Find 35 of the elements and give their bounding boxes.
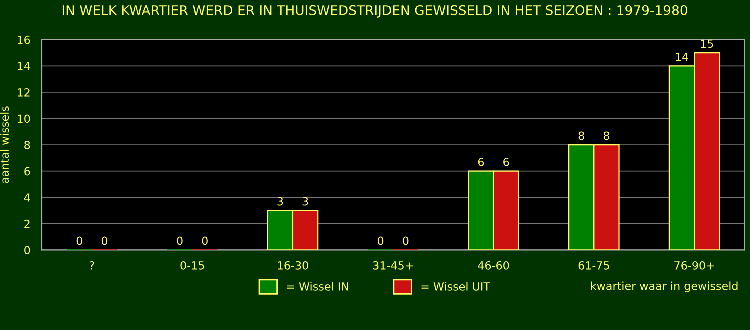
data-label: 6: [504, 158, 510, 166]
y-tick-label: 6: [24, 167, 30, 176]
y-tick-label: 2: [24, 220, 30, 228]
x-tick-label: 46-60: [478, 261, 510, 270]
x-tick-label: 76-90+: [674, 261, 714, 270]
y-tick-label: 8: [24, 141, 30, 150]
data-label: 0: [102, 236, 108, 246]
legend-label: = Wissel IN: [287, 282, 348, 291]
x-tick-label: ?: [90, 261, 94, 270]
y-tick-label: 12: [18, 88, 30, 97]
data-label: 0: [177, 236, 183, 246]
chart-title: IN WELK KWARTIER WERD ER IN THUISWEDSTRIJDEN GEWISSELD IN HET SEIZOEN : 1979-1980: [62, 5, 688, 18]
data-label: 0: [403, 236, 409, 246]
x-axis-title: kwartier waar in gewisseld: [591, 282, 738, 292]
y-tick-label: 4: [24, 194, 30, 202]
y-tick-label: 10: [18, 114, 30, 124]
data-label: 3: [278, 197, 284, 206]
data-label: 14: [676, 53, 688, 62]
y-tick-label: 14: [18, 62, 30, 70]
data-label: 0: [378, 236, 384, 246]
data-label: 15: [701, 40, 714, 48]
y-tick-label: 16: [18, 36, 30, 44]
x-tick-label: 16-30: [278, 261, 308, 270]
legend-label: = Wissel UIT: [422, 282, 491, 291]
y-tick-label: 0: [24, 246, 30, 255]
data-label: 3: [302, 197, 308, 206]
x-tick-label: 61-75: [578, 261, 610, 270]
x-tick-label: 31-45+: [373, 261, 413, 270]
x-tick-label: 0-15: [180, 261, 204, 270]
data-label: 8: [578, 132, 584, 140]
data-label: 0: [76, 236, 82, 246]
data-label: 0: [202, 236, 208, 246]
data-label: 8: [604, 132, 610, 140]
data-label: 6: [478, 158, 484, 166]
y-axis-title: aantal wissels: [0, 106, 10, 184]
